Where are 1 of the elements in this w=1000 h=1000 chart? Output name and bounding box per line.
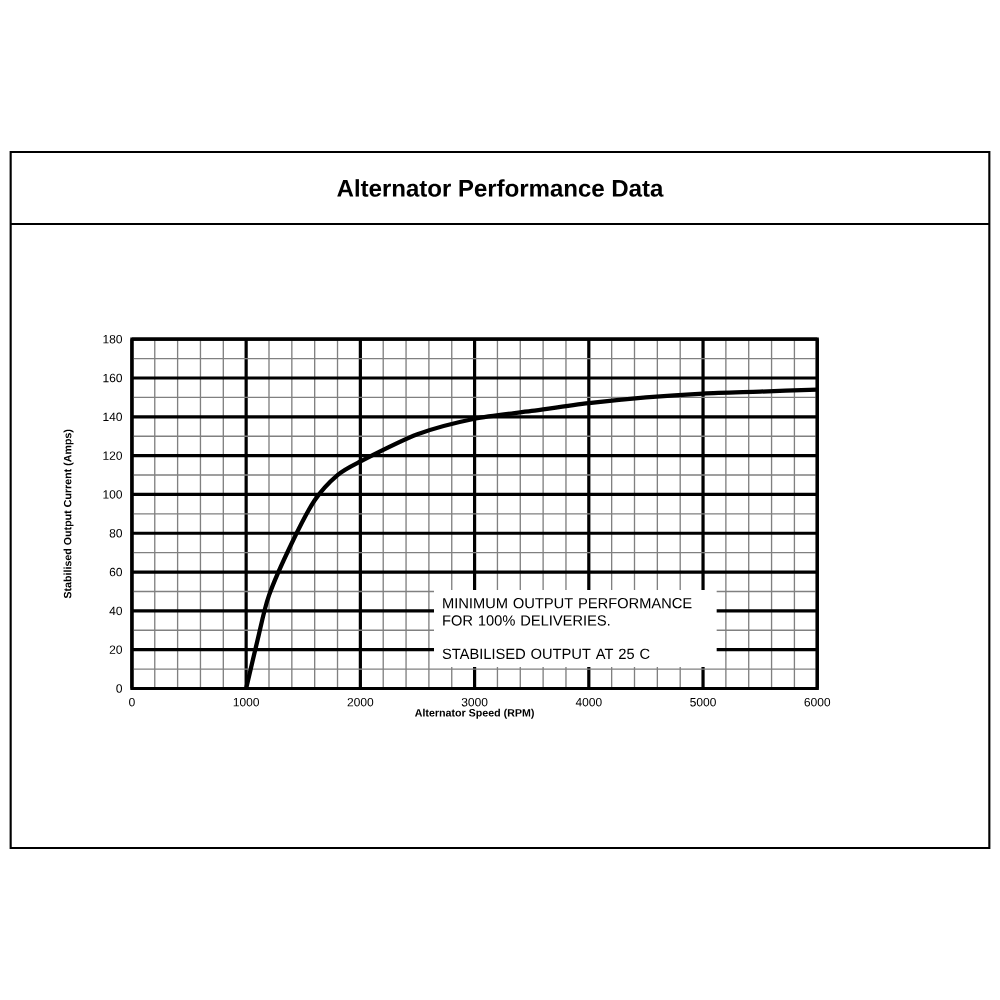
chart-title: Alternator Performance Data	[337, 179, 664, 197]
